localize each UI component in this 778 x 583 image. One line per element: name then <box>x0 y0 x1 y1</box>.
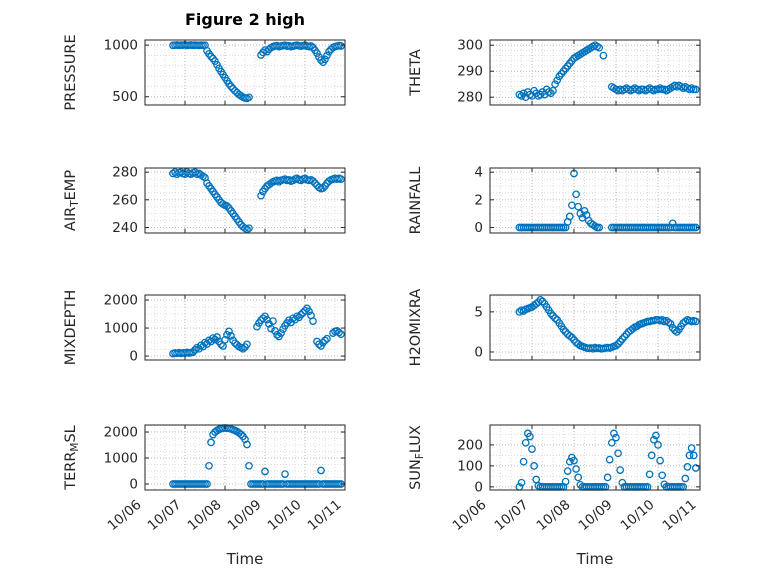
figure-title: Figure 2 high <box>185 10 305 29</box>
air-temp-ylabel: AIRTEMP <box>63 170 81 231</box>
svg-text:10/08: 10/08 <box>533 497 573 534</box>
svg-text:5: 5 <box>474 304 483 320</box>
terr-msl-axes-box <box>144 424 346 491</box>
terr-msl-plot-area: 0 1000 2000 10/06 10/07 10/08 10/09 10/10 10/11 T… <box>63 424 346 534</box>
svg-text:0: 0 <box>474 479 483 495</box>
svg-text:100: 100 <box>457 458 483 474</box>
h2omixra-axes-box <box>489 294 701 361</box>
h2omixra-points <box>515 295 700 353</box>
sun-flux-points <box>515 429 700 491</box>
h2omixra-ylabel: H2OMIXRA <box>408 289 424 367</box>
terr-msl-xtick-labels: 10/06 10/07 10/08 10/09 10/10 10/11 <box>104 497 344 534</box>
svg-text:10/10: 10/10 <box>264 497 304 534</box>
svg-text:10/09: 10/09 <box>224 497 264 534</box>
air-temp-axes-box <box>144 167 346 234</box>
terr-msl-ylabel: TERRMSL <box>63 425 81 491</box>
svg-text:2000: 2000 <box>104 293 138 309</box>
svg-text:1000: 1000 <box>104 38 138 54</box>
svg-text:0: 0 <box>129 477 138 493</box>
svg-text:10/08: 10/08 <box>184 497 224 534</box>
svg-text:280: 280 <box>112 165 138 181</box>
svg-text:240: 240 <box>112 220 138 236</box>
svg-text:300: 300 <box>457 38 483 54</box>
sun-flux-ylabel: SUNFLUX <box>408 425 426 490</box>
pressure-plot-area: 500 1000 PRESSURE <box>63 34 346 111</box>
subplot-terr-msl: 0 1000 2000 10/06 10/07 10/08 10/09 10/10 10/11 T… <box>60 417 351 568</box>
pressure-ytick-labels: 500 1000 <box>104 38 138 106</box>
svg-text:0: 0 <box>129 349 138 365</box>
rainfall-points <box>515 169 700 232</box>
air-temp-tick-marks <box>144 168 346 233</box>
svg-text:500: 500 <box>112 89 138 105</box>
svg-text:1000: 1000 <box>104 451 138 467</box>
sun-flux-grid <box>489 425 701 490</box>
mixdepth-points <box>169 304 345 358</box>
h2omixra-ytick-labels: 05 <box>474 304 483 360</box>
air-temp-ytick-labels: 240 260 280 <box>112 165 138 236</box>
pressure-ylabel: PRESSURE <box>63 34 79 110</box>
svg-text:10/07: 10/07 <box>491 497 531 534</box>
pressure-tick-marks <box>144 40 346 105</box>
mixdepth-plot-area: 0 1000 2000 MIXDEPTH <box>63 290 346 366</box>
sun-flux-axes-box <box>489 424 701 491</box>
svg-text:2: 2 <box>474 192 483 208</box>
rainfall-plot-area: 0 2 4 RAINFALL <box>408 165 701 236</box>
svg-text:200: 200 <box>457 437 483 453</box>
svg-text:10/10: 10/10 <box>617 497 657 534</box>
svg-text:0: 0 <box>474 220 483 236</box>
svg-text:1000: 1000 <box>104 321 138 337</box>
theta-plot-area: 280 290 300 THETA <box>408 38 701 106</box>
svg-text:10/07: 10/07 <box>144 497 184 534</box>
svg-text:290: 290 <box>457 64 483 80</box>
sun-flux-xtick-labels: 10/06 10/07 10/08 10/09 10/10 10/11 <box>449 497 699 534</box>
air-temp-plot-area: 240 260 280 AIRTEMP <box>63 165 346 236</box>
svg-text:4: 4 <box>474 165 483 181</box>
rainfall-axes-box <box>489 167 701 234</box>
air-temp-grid <box>144 168 346 233</box>
terr-msl-ytick-labels: 0 1000 2000 <box>104 425 138 493</box>
x-axis-label-left: Time <box>226 550 264 568</box>
subplot-h2omixra: 0 5 H2OMIXRA <box>405 287 706 370</box>
terr-msl-tick-marks <box>144 425 346 490</box>
svg-text:0: 0 <box>474 344 483 360</box>
subplot-air-temp: 240 260 280 AIRTEMP <box>60 160 351 243</box>
air-temp-points <box>169 168 345 234</box>
h2omixra-tick-marks <box>489 295 701 360</box>
rainfall-ytick-labels: 0 2 4 <box>474 165 483 236</box>
pressure-points <box>169 40 345 103</box>
theta-points <box>515 41 700 102</box>
svg-text:10/09: 10/09 <box>575 497 615 534</box>
svg-text:10/06: 10/06 <box>449 497 489 534</box>
mixdepth-tick-marks <box>144 295 346 360</box>
sun-flux-plot-area: 0 100 200 10/06 10/07 10/08 10/09 10/10 10/11 SUN… <box>408 424 701 534</box>
mixdepth-axes-box <box>144 294 346 361</box>
mixdepth-ytick-labels: 0 1000 2000 <box>104 293 138 365</box>
subplot-sun-flux: 0 100 200 10/06 10/07 10/08 10/09 10/10 10/11 SUN… <box>405 417 706 568</box>
theta-tick-marks <box>489 40 701 105</box>
pressure-axes-box <box>144 39 346 106</box>
subplot-theta: 280 290 300 THETA <box>405 32 706 115</box>
sun-flux-tick-marks <box>489 425 701 490</box>
subplot-rainfall: 0 2 4 RAINFALL <box>405 160 706 243</box>
x-axis-label-right: Time <box>576 550 614 568</box>
svg-text:2000: 2000 <box>104 425 138 441</box>
svg-text:260: 260 <box>112 192 138 208</box>
theta-ylabel: THETA <box>408 49 424 97</box>
sun-flux-ytick-labels: 0 100 200 <box>457 437 483 495</box>
theta-axes-box <box>489 39 701 106</box>
svg-text:280: 280 <box>457 90 483 106</box>
svg-text:10/11: 10/11 <box>304 497 344 534</box>
terr-msl-grid <box>144 425 346 490</box>
rainfall-tick-marks <box>489 168 701 233</box>
theta-ytick-labels: 280 290 300 <box>457 38 483 106</box>
mixdepth-ylabel: MIXDEPTH <box>63 290 79 366</box>
rainfall-ylabel: RAINFALL <box>408 167 424 235</box>
svg-text:10/06: 10/06 <box>104 497 144 534</box>
subplot-mixdepth: 0 1000 2000 MIXDEPTH <box>60 287 351 370</box>
subplot-pressure: 500 1000 PRESSURE <box>60 32 351 115</box>
svg-text:10/11: 10/11 <box>659 497 699 534</box>
